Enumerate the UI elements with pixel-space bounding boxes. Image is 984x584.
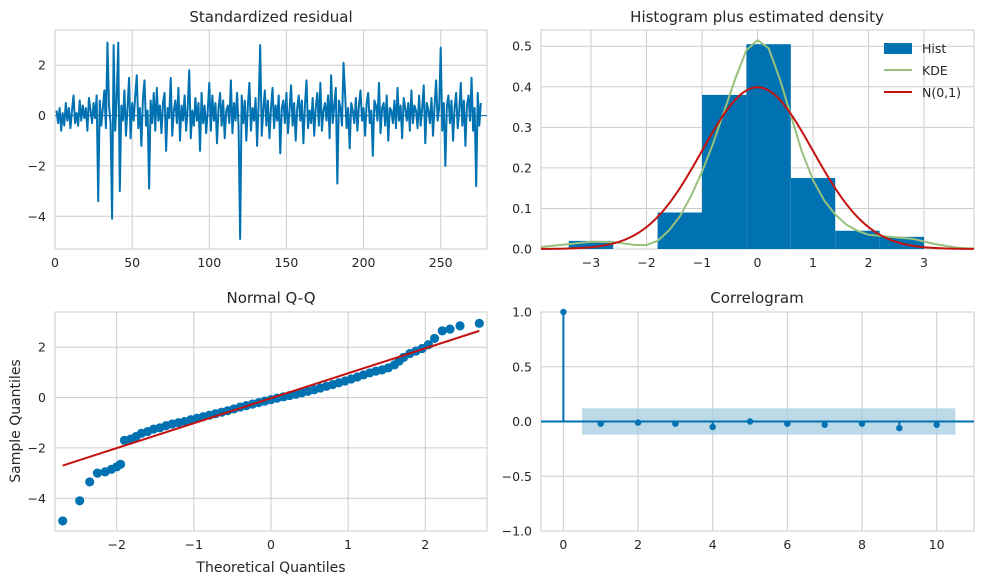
acf-marker <box>784 420 791 427</box>
y-tick-label: 0 <box>38 390 46 405</box>
x-tick-label: 4 <box>709 537 717 552</box>
qq-point <box>474 318 484 328</box>
x-tick-label: 8 <box>858 537 866 552</box>
x-tick-label: 2 <box>865 255 873 270</box>
histogram-bar <box>657 212 702 249</box>
x-tick-label: 1 <box>344 537 352 552</box>
qq-point <box>429 333 440 344</box>
x-tick-label: 50 <box>124 255 140 270</box>
legend-label-normal: N(0,1) <box>922 85 961 100</box>
y-tick-label: 2 <box>38 58 46 73</box>
y-tick-label: 0.5 <box>512 359 532 374</box>
panel-title: Normal Q-Q <box>226 289 315 307</box>
x-tick-label: −2 <box>107 537 125 552</box>
correlogram-panel: Correlogram 0 2 4 6 8 10 1.0 0.5 0.0 −0.5 −1.0 <box>502 289 975 553</box>
x-tick-label: 10 <box>929 537 945 552</box>
legend-label-kde: KDE <box>922 63 948 78</box>
x-tick-label: 150 <box>274 255 298 270</box>
x-tick-label: −1 <box>693 255 711 270</box>
histogram-bar <box>701 94 747 249</box>
tick-labels: 0 50 100 150 200 250 2 0 −2 −4 <box>28 58 453 270</box>
qq-point <box>455 321 465 331</box>
tick-labels: −3 −2 −1 0 1 2 3 0.0 0.1 0.2 0.3 0.4 0.5 <box>512 39 928 270</box>
x-tick-label: −3 <box>582 255 600 270</box>
standardized-residual-panel: Standardized residual 0 50 100 150 200 250 2 0 −… <box>28 8 488 270</box>
histogram-bar <box>835 230 880 249</box>
x-tick-label: 0 <box>754 255 762 270</box>
x-axis-label: Theoretical Quantiles <box>195 560 345 576</box>
marks <box>540 39 975 250</box>
x-tick-label: 200 <box>352 255 376 270</box>
marks <box>541 308 974 435</box>
y-tick-label: −0.5 <box>502 469 532 484</box>
panel-title: Standardized residual <box>189 8 352 26</box>
acf-marker <box>709 423 716 431</box>
qq-reference-line <box>62 329 480 467</box>
acf-marker <box>746 418 754 425</box>
legend: Hist KDE N(0,1) <box>884 41 961 100</box>
marks <box>58 318 484 526</box>
normal-density-line <box>540 86 975 250</box>
histogram-bar <box>746 44 791 249</box>
x-tick-label: 100 <box>197 255 221 270</box>
panel-title: Histogram plus estimated density <box>630 8 884 26</box>
marks <box>55 41 487 240</box>
y-tick-label: 2 <box>38 340 46 355</box>
y-tick-label: 0.0 <box>512 414 532 429</box>
qq-point <box>75 496 85 506</box>
y-axis-label: Sample Quantiles <box>8 359 24 482</box>
x-tick-label: 3 <box>920 255 928 270</box>
x-tick-label: 0 <box>559 537 567 552</box>
tick-labels: −2 −1 0 1 2 2 0 −2 −4 <box>28 340 430 552</box>
y-tick-label: −2 <box>28 158 46 173</box>
acf-marker <box>858 420 866 427</box>
x-tick-label: −1 <box>185 537 203 552</box>
acf-marker <box>821 421 828 428</box>
x-tick-label: −2 <box>637 255 655 270</box>
x-tick-label: 2 <box>634 537 642 552</box>
y-tick-label: 0.2 <box>512 160 532 175</box>
x-tick-label: 250 <box>429 255 453 270</box>
y-tick-label: 1.0 <box>512 305 532 320</box>
qq-point <box>445 324 455 334</box>
y-tick-label: 0.4 <box>512 79 532 94</box>
x-tick-label: 0 <box>51 255 59 270</box>
histogram-bar <box>568 240 614 249</box>
y-tick-label: 0.0 <box>512 242 532 257</box>
x-tick-label: 6 <box>783 537 791 552</box>
y-tick-label: 0.3 <box>512 120 532 135</box>
acf-marker <box>672 420 679 427</box>
acf-marker <box>896 424 903 432</box>
y-tick-label: −2 <box>28 440 46 455</box>
acf-marker <box>597 420 604 427</box>
y-tick-label: −4 <box>28 209 46 224</box>
histogram-density-panel: Histogram plus estimated density −3 −2 −1 0… <box>512 8 975 270</box>
x-tick-label: 0 <box>267 537 275 552</box>
x-tick-label: 1 <box>809 255 817 270</box>
y-tick-label: −4 <box>28 491 46 506</box>
y-tick-label: −1.0 <box>502 524 532 539</box>
y-tick-label: 0 <box>38 108 46 123</box>
residual-series-line <box>55 41 482 240</box>
qq-point <box>437 326 447 336</box>
kde-line <box>540 39 975 250</box>
legend-label-hist: Hist <box>922 41 946 56</box>
x-tick-label: 2 <box>421 537 429 552</box>
acf-marker <box>634 419 642 426</box>
plot-area <box>54 29 488 250</box>
histogram-bar <box>790 178 836 249</box>
qq-point <box>92 468 103 478</box>
qq-point <box>115 459 126 469</box>
normal-qq-panel: Normal Q-Q −2 −1 0 1 2 2 0 −2 −4 Theoretical Qua… <box>8 289 488 576</box>
panel-title: Correlogram <box>710 289 803 307</box>
y-tick-label: 0.5 <box>512 39 532 54</box>
acf-marker <box>933 421 940 428</box>
qq-point <box>58 516 68 526</box>
qq-point <box>85 477 95 487</box>
tick-labels: 0 2 4 6 8 10 1.0 0.5 0.0 −0.5 −1.0 <box>502 305 945 553</box>
legend-swatch-hist <box>884 43 912 54</box>
acf-marker <box>560 308 567 316</box>
y-tick-label: 0.1 <box>512 201 532 216</box>
